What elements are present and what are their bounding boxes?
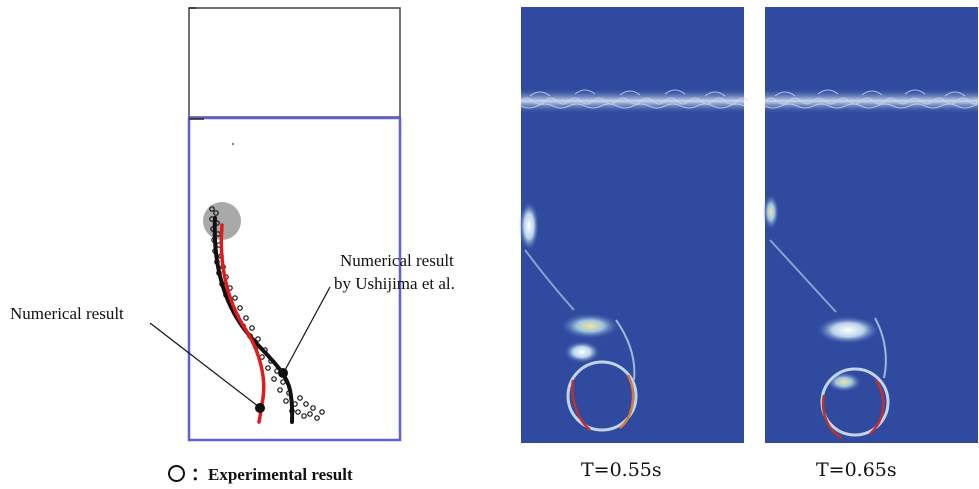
numerical-result-label: Numerical result (10, 304, 124, 323)
ushijima-leader-line (283, 286, 331, 373)
open-circle-icon (168, 465, 185, 482)
tank-upper-box (188, 7, 401, 118)
ushijima-label-line1: Numerical result (340, 251, 454, 270)
legend: ：Experimental result (168, 460, 353, 485)
panel-caption-t065: T=0.65s (816, 459, 897, 481)
tank-diagram (149, 7, 402, 442)
numerical-leader-line (149, 322, 260, 408)
ushijima-end-point (278, 368, 288, 378)
panel-t065 (763, 7, 979, 443)
panel-t055 (519, 7, 749, 443)
legend-text: ：Experimental result (191, 465, 353, 484)
ushijima-trajectory (212, 216, 295, 424)
ushijima-label-line2: by Ushijima et al. (334, 274, 455, 293)
panel-caption-t055: T=0.55s (581, 459, 662, 481)
